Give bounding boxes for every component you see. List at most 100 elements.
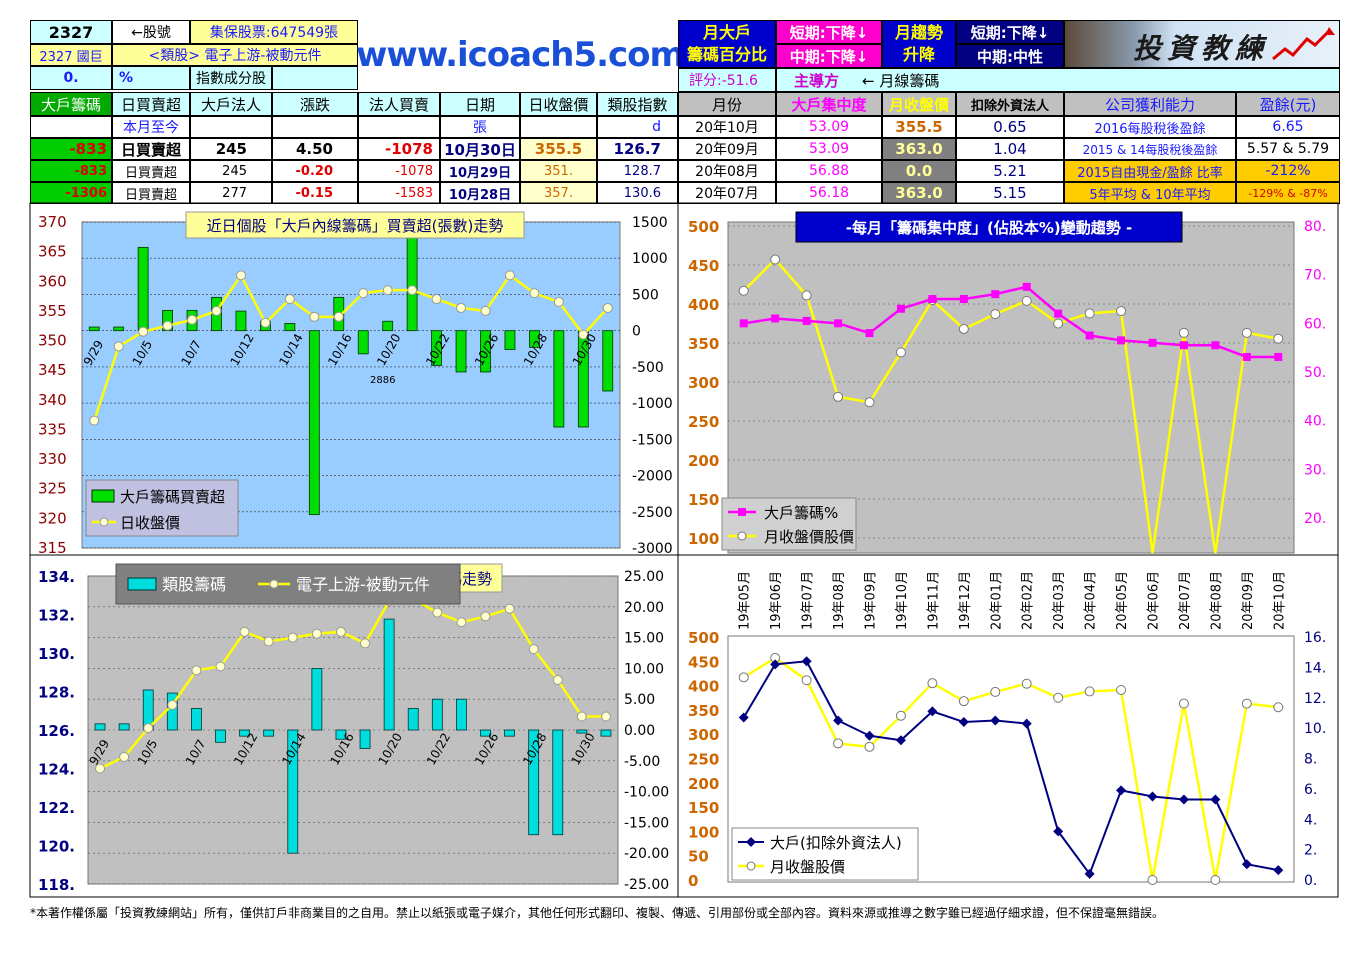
right-row-2-col-3: 5.21 — [956, 160, 1064, 182]
big-holder-label: 月大戶 籌碼百分比 — [678, 20, 776, 68]
left-row-1-col-7: 128.7 — [597, 160, 678, 182]
chart2-conc-point — [1085, 331, 1094, 340]
left-row-1-col-0: -833 — [30, 160, 112, 182]
chart3-index-point — [480, 611, 491, 622]
right-row-0-col-3: 0.65 — [956, 116, 1064, 138]
chart4-x-tick: 20年06月 — [1147, 571, 1162, 630]
chart1-price-point — [407, 285, 418, 296]
chart3-index-point — [215, 661, 226, 672]
left-row-1-col-6: 351. — [520, 160, 597, 182]
left-subrow-4 — [358, 116, 440, 138]
chart4-yright-tick: 6. — [1304, 782, 1317, 798]
right-row-2-col-5: -212% — [1236, 160, 1340, 182]
right-row-2-col-2: 0.0 — [882, 160, 956, 182]
chart2-price-point — [1178, 327, 1189, 338]
chart2-yright-tick: 60. — [1304, 316, 1326, 332]
chart4-x-tick: 20年03月 — [1052, 571, 1067, 630]
chart3-bar — [552, 729, 564, 836]
chart1-bar — [284, 323, 296, 332]
chart4-price-point — [1084, 686, 1095, 697]
chart2-price-point — [1116, 306, 1127, 317]
left-row-2-col-2: 277 — [190, 182, 272, 204]
chart3-bar — [600, 729, 612, 737]
chart3-bar — [431, 698, 443, 731]
chart4-price-point — [1273, 702, 1284, 713]
right-row-0-col-0: 20年10月 — [678, 116, 776, 138]
chart1-yleft-tick: 345 — [38, 361, 67, 379]
index-label: 指數成分股 — [190, 66, 272, 90]
chart3-yright-tick: 20.00 — [624, 600, 664, 616]
copyright-footer: *本著作權係屬「投資教練網站」所有，僅供訂戶非商業目的之自用。禁止以紙張或電子媒… — [30, 906, 1165, 920]
custody-shares: 集保股票:647549張 — [190, 20, 358, 44]
chart4-bigholder-point — [958, 717, 969, 728]
chart1-legend-box — [85, 479, 239, 537]
main-force-arrow: ← 月線籌碼 — [862, 72, 940, 90]
left-row-2-col-6: 357. — [520, 182, 597, 204]
chart2-yright-tick: 50. — [1304, 365, 1326, 381]
chart2-yleft-tick: 500 — [688, 218, 719, 236]
big-holder-mid-term: 中期:下降↓ — [776, 44, 882, 68]
chart2-price-point — [1241, 327, 1252, 338]
chart1-yleft-tick: 370 — [38, 213, 67, 231]
chart1-bar — [308, 330, 320, 516]
chart1-yleft-tick: 315 — [38, 539, 67, 557]
left-row-1-col-4: -1078 — [358, 160, 440, 182]
sector-name: <類股> 電子上游-被動元件 — [112, 44, 358, 66]
big-holder-label-1: 月大戶 — [702, 23, 751, 42]
chart3-bar — [239, 729, 250, 737]
chart4-yleft-tick: 50 — [688, 848, 709, 866]
chart4-legend-box — [731, 827, 919, 881]
chart2-conc-point — [1022, 282, 1031, 291]
chart1-bar — [553, 330, 565, 428]
chart4-bigholder-point — [1053, 826, 1064, 837]
chart4-bigholder-point — [990, 715, 1001, 726]
left-header-2: 大戶法人 — [190, 92, 272, 116]
chart4-x-tick: 20年05月 — [1115, 571, 1130, 630]
chart4-price-point — [738, 672, 749, 683]
chart1-yright-tick: -1500 — [632, 432, 673, 448]
chart4-price-point — [1210, 875, 1221, 885]
chart1-legend-bar-swatch — [91, 489, 115, 503]
chart1-price-point — [578, 329, 589, 340]
chart3-yleft-tick: 134. — [38, 568, 75, 586]
chart2-conc-point — [1179, 341, 1188, 350]
chart4-yleft-tick: 250 — [688, 751, 719, 769]
chart1-bar — [406, 236, 418, 332]
chart4-yright-tick: 2. — [1304, 843, 1317, 859]
chart3-index-point — [456, 617, 467, 628]
trend-short-term: 短期:下降↓ — [956, 20, 1064, 44]
chart1-title: 近日個股「大戶內線籌碼」買賣超(張數)走勢 — [207, 217, 504, 235]
chart1-bar — [455, 330, 467, 373]
chart1-legend-line-label: 日收盤價 — [120, 514, 180, 532]
chart3-index-point — [552, 674, 563, 685]
chart4-bigholder-point — [1178, 794, 1189, 805]
left-header-4: 法人買賣 — [358, 92, 440, 116]
monthly-trend-label-1: 月趨勢 — [894, 23, 943, 42]
chart3-index-point — [576, 711, 587, 722]
chart2-legend-price-label: 月收盤價股價 — [764, 528, 854, 546]
left-header-1: 日買賣超 — [112, 92, 190, 116]
chart3-bar — [191, 708, 202, 731]
chart1-bar — [357, 330, 369, 355]
chart1-price-point — [333, 311, 344, 322]
chart3-legend-line-marker — [269, 579, 279, 589]
chart1-price-point — [284, 294, 295, 305]
chart1-price-point — [382, 285, 393, 296]
left-header-7: 類股指數 — [597, 92, 678, 116]
chart2-price-point — [801, 290, 812, 301]
chart4-bigholder-line — [742, 660, 1279, 876]
website-link[interactable]: www.icoach5.com — [356, 35, 685, 75]
chart4-yleft-tick: 100 — [688, 823, 719, 841]
chart4-legend-bh-marker — [746, 837, 756, 847]
right-header-4: 公司獲利能力 — [1064, 92, 1236, 116]
chart1-yright-tick: 1500 — [632, 215, 668, 231]
chart1-yleft-tick: 340 — [38, 391, 67, 409]
right-row-0-col-1: 53.09 — [776, 116, 882, 138]
chart4-legend-price-label: 月收盤股價 — [770, 858, 845, 876]
chart1-bar — [113, 326, 125, 332]
left-row-0-col-6: 355.5 — [520, 138, 597, 160]
chart2-price-point — [864, 397, 875, 408]
chart4-x-tick: 20年08月 — [1209, 571, 1224, 630]
chart3-index-point — [360, 638, 371, 649]
